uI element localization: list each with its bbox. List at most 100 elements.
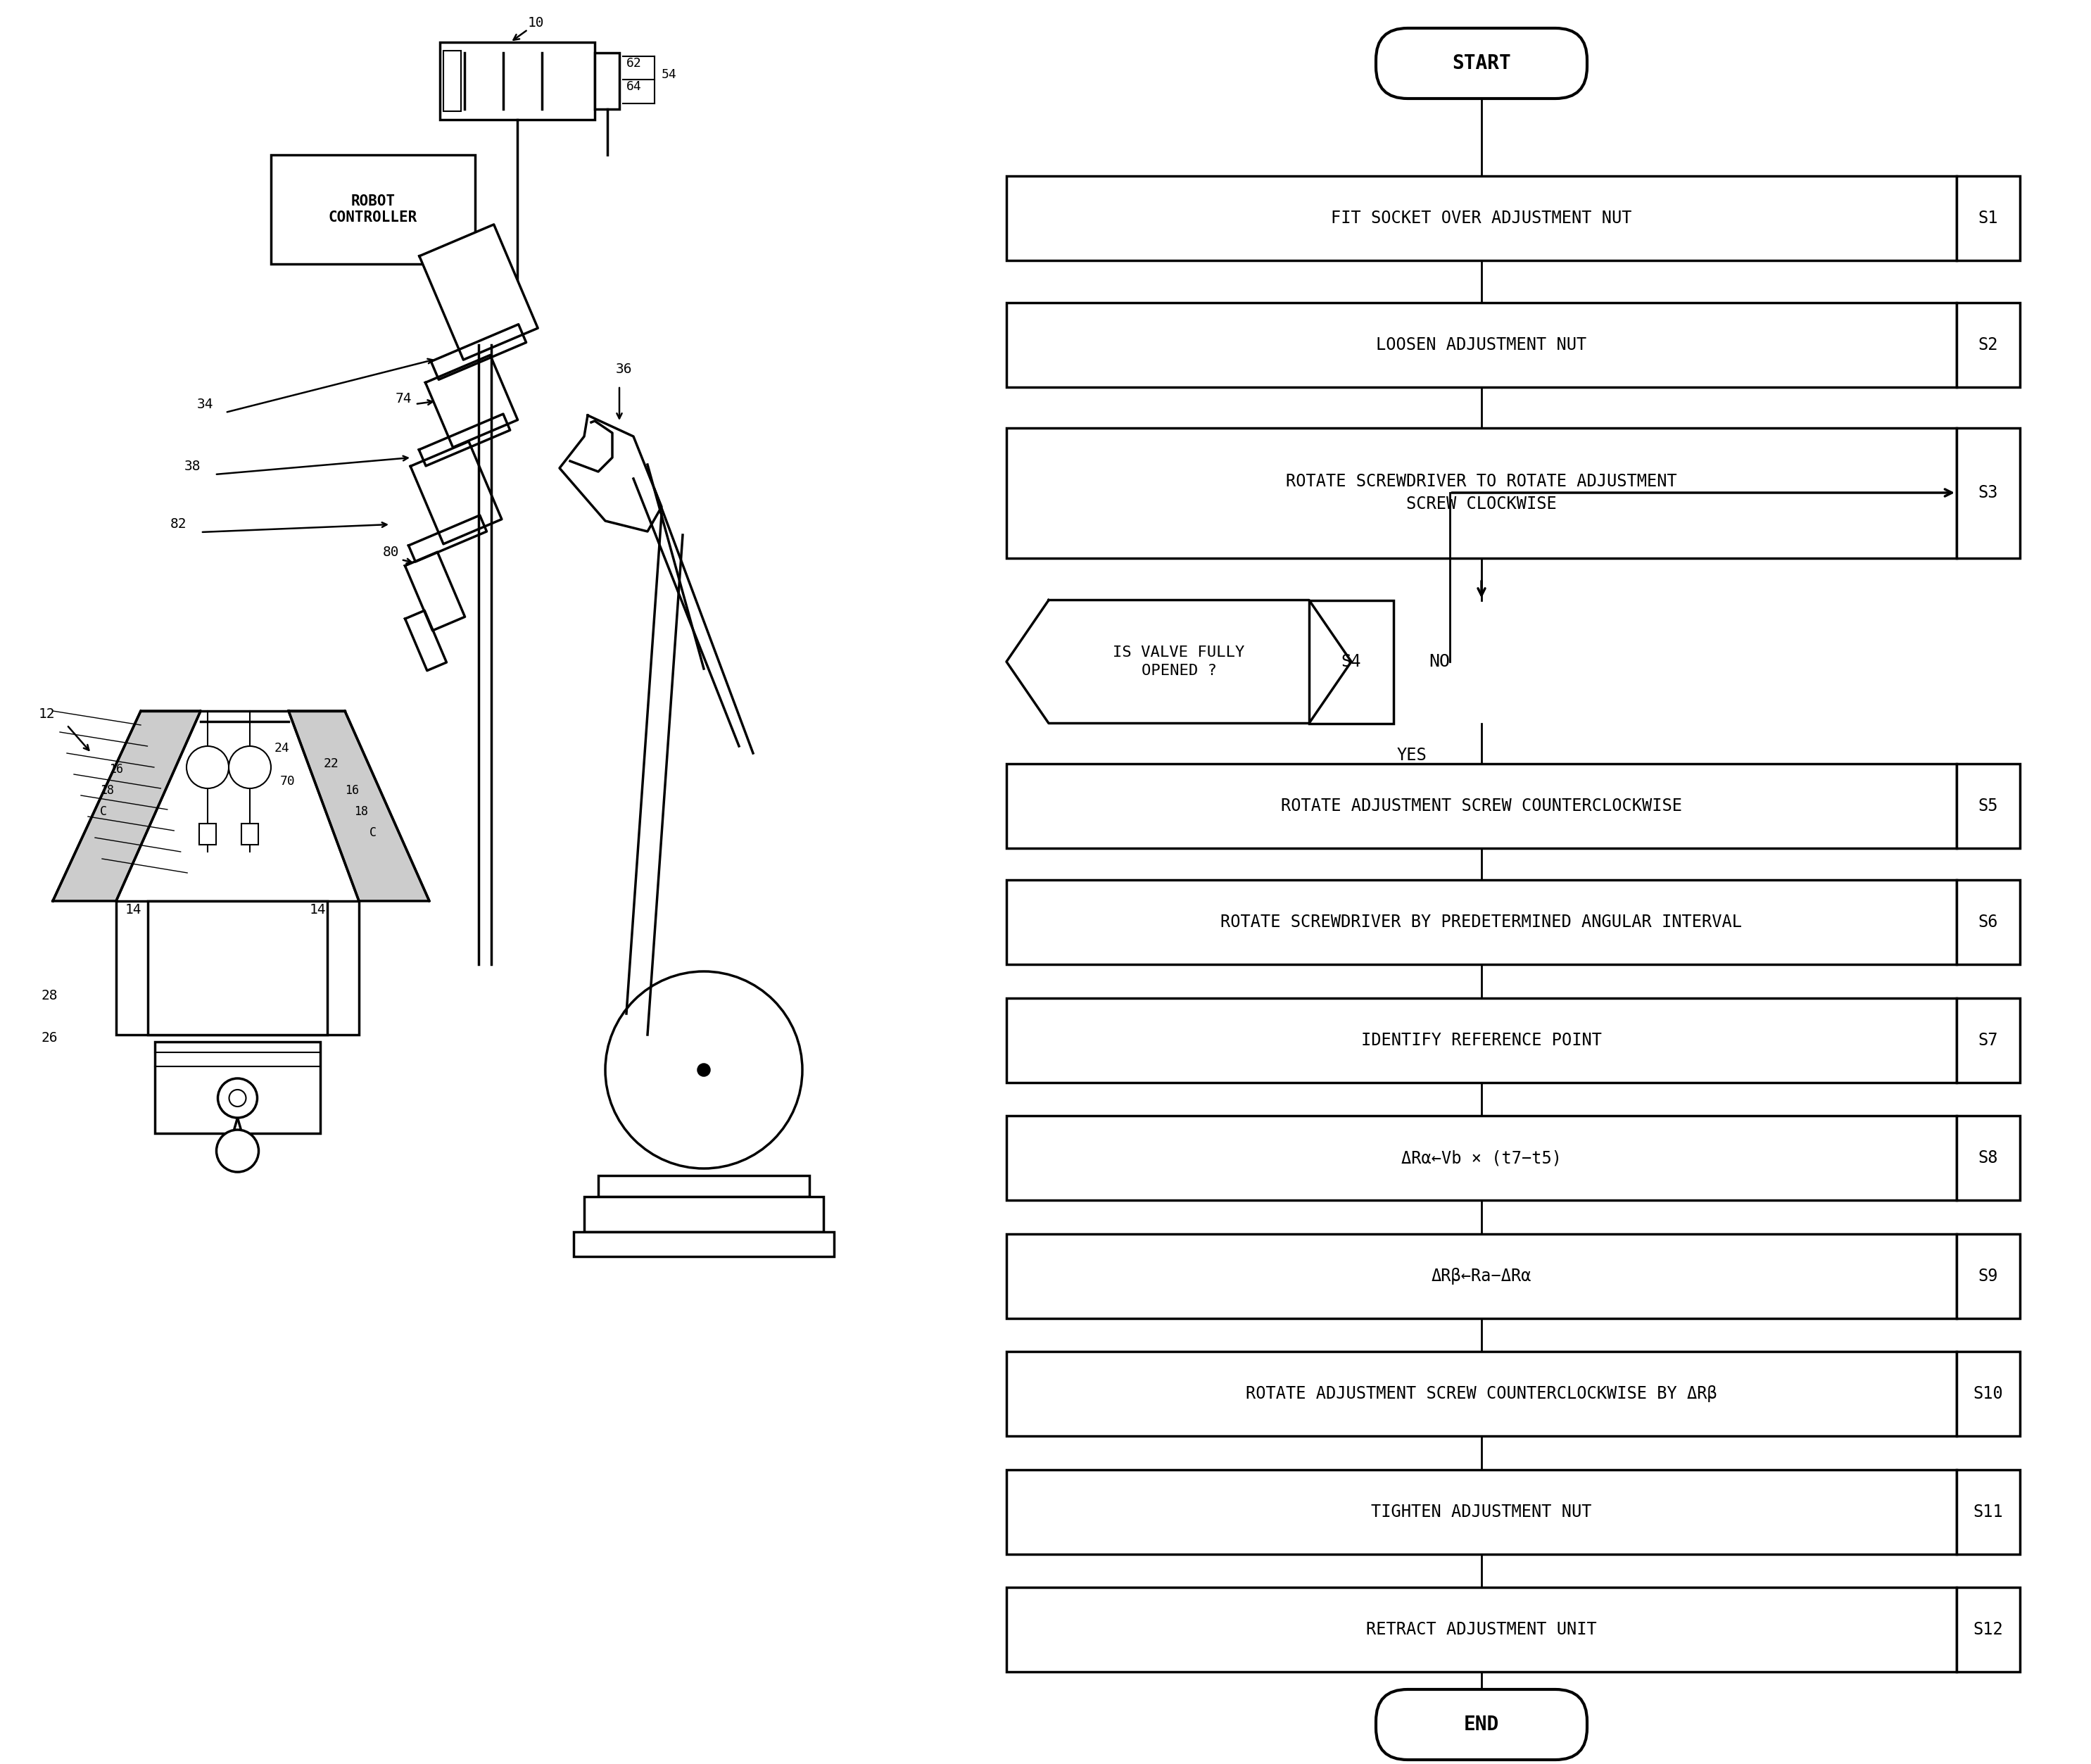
Bar xyxy=(1006,1469,1957,1554)
Polygon shape xyxy=(431,325,527,379)
Bar xyxy=(1006,1351,1957,1436)
Text: S8: S8 xyxy=(1978,1150,1999,1166)
Polygon shape xyxy=(289,711,429,901)
Text: C: C xyxy=(100,806,107,818)
Text: END: END xyxy=(1464,1715,1499,1734)
Text: ROTATE ADJUSTMENT SCREW COUNTERCLOCKWISE BY ΔRβ: ROTATE ADJUSTMENT SCREW COUNTERCLOCKWISE… xyxy=(1246,1385,1717,1402)
Bar xyxy=(1957,176,2020,261)
Text: 82: 82 xyxy=(169,517,186,531)
Polygon shape xyxy=(52,711,201,901)
Bar xyxy=(439,42,594,120)
Text: NO: NO xyxy=(1428,653,1449,670)
Text: 80: 80 xyxy=(383,545,399,559)
Text: 62: 62 xyxy=(627,56,642,71)
Bar xyxy=(155,1043,320,1132)
Text: LOOSEN ADJUSTMENT NUT: LOOSEN ADJUSTMENT NUT xyxy=(1376,337,1587,353)
Text: S12: S12 xyxy=(1974,1621,2003,1639)
Bar xyxy=(573,1231,834,1256)
Text: S1: S1 xyxy=(1978,210,1999,226)
Text: S6: S6 xyxy=(1978,914,1999,931)
Bar xyxy=(1957,1469,2020,1554)
Bar xyxy=(1957,427,2020,557)
Text: YES: YES xyxy=(1397,746,1428,764)
Circle shape xyxy=(186,746,228,789)
FancyBboxPatch shape xyxy=(1376,1690,1587,1760)
Circle shape xyxy=(604,972,803,1168)
Circle shape xyxy=(230,1090,247,1106)
Bar xyxy=(1957,303,2020,386)
Polygon shape xyxy=(408,515,487,561)
Text: 24: 24 xyxy=(274,743,291,755)
Bar xyxy=(594,53,619,109)
Text: ΔRβ←Ra−ΔRα: ΔRβ←Ra−ΔRα xyxy=(1432,1268,1531,1284)
Text: START: START xyxy=(1451,53,1512,74)
Text: 34: 34 xyxy=(197,397,213,411)
Text: 54: 54 xyxy=(661,69,677,81)
Text: 74: 74 xyxy=(395,392,412,406)
Text: 12: 12 xyxy=(40,707,54,721)
Polygon shape xyxy=(560,415,661,531)
Text: 16: 16 xyxy=(109,764,123,776)
Text: FIT SOCKET OVER ADJUSTMENT NUT: FIT SOCKET OVER ADJUSTMENT NUT xyxy=(1332,210,1631,226)
Text: 14: 14 xyxy=(309,903,326,917)
Text: S7: S7 xyxy=(1978,1032,1999,1050)
Bar xyxy=(598,1175,809,1196)
Text: 70: 70 xyxy=(280,774,295,789)
Bar xyxy=(240,824,259,845)
Text: 26: 26 xyxy=(42,1032,56,1044)
Circle shape xyxy=(217,1078,257,1118)
Text: 16: 16 xyxy=(345,785,360,797)
Bar xyxy=(199,824,215,845)
Bar xyxy=(583,1196,824,1231)
Text: 28: 28 xyxy=(42,990,56,1002)
Bar xyxy=(1957,1235,2020,1318)
Text: 64: 64 xyxy=(627,79,642,93)
Text: 38: 38 xyxy=(184,460,201,473)
Text: IDENTIFY REFERENCE POINT: IDENTIFY REFERENCE POINT xyxy=(1361,1032,1602,1050)
Bar xyxy=(1309,600,1393,723)
Bar xyxy=(1006,880,1957,965)
Text: S11: S11 xyxy=(1974,1503,2003,1521)
Text: 14: 14 xyxy=(125,903,142,917)
Bar xyxy=(148,901,328,1035)
Polygon shape xyxy=(406,552,464,630)
Bar xyxy=(1006,176,1957,261)
Polygon shape xyxy=(420,224,537,360)
Text: S2: S2 xyxy=(1978,337,1999,353)
Bar xyxy=(1957,764,2020,848)
Bar xyxy=(1006,303,1957,386)
Text: C: C xyxy=(370,826,376,840)
Text: ROBOT
CONTROLLER: ROBOT CONTROLLER xyxy=(328,194,418,224)
Bar xyxy=(1957,998,2020,1083)
Text: 18: 18 xyxy=(353,806,368,818)
Circle shape xyxy=(217,1129,259,1171)
Polygon shape xyxy=(406,610,447,670)
Bar xyxy=(1957,1588,2020,1672)
Text: S4: S4 xyxy=(1340,653,1361,670)
Bar xyxy=(1006,1588,1957,1672)
Bar xyxy=(1957,880,2020,965)
Text: ROTATE SCREWDRIVER TO ROTATE ADJUSTMENT
SCREW CLOCKWISE: ROTATE SCREWDRIVER TO ROTATE ADJUSTMENT … xyxy=(1286,473,1677,512)
Bar xyxy=(117,901,360,1035)
Text: 18: 18 xyxy=(100,785,115,797)
Text: 22: 22 xyxy=(324,757,339,771)
Circle shape xyxy=(228,746,272,789)
Bar xyxy=(272,155,475,265)
FancyBboxPatch shape xyxy=(1376,28,1587,99)
Bar xyxy=(1006,427,1957,557)
Text: S10: S10 xyxy=(1974,1385,2003,1402)
Text: ROTATE ADJUSTMENT SCREW COUNTERCLOCKWISE: ROTATE ADJUSTMENT SCREW COUNTERCLOCKWISE xyxy=(1282,797,1681,815)
Bar xyxy=(1006,998,1957,1083)
Bar xyxy=(1957,1351,2020,1436)
Bar xyxy=(443,51,460,111)
Bar xyxy=(1006,764,1957,848)
Text: TIGHTEN ADJUSTMENT NUT: TIGHTEN ADJUSTMENT NUT xyxy=(1372,1503,1591,1521)
Bar xyxy=(1006,1115,1957,1200)
Polygon shape xyxy=(424,355,519,448)
Text: 36: 36 xyxy=(617,363,631,376)
Text: IS VALVE FULLY
OPENED ?: IS VALVE FULLY OPENED ? xyxy=(1112,646,1244,677)
Text: RETRACT ADJUSTMENT UNIT: RETRACT ADJUSTMENT UNIT xyxy=(1365,1621,1598,1639)
Polygon shape xyxy=(410,441,502,543)
Polygon shape xyxy=(1006,600,1351,723)
Bar xyxy=(1006,1235,1957,1318)
